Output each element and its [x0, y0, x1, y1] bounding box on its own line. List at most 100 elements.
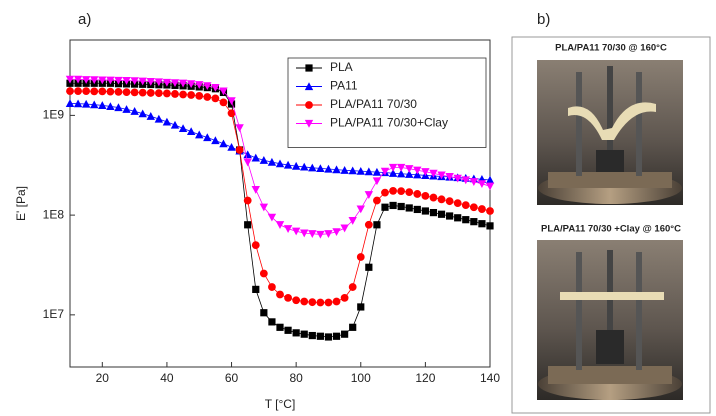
- marker: [65, 99, 75, 107]
- legend-label: PLA: [330, 60, 353, 74]
- marker: [397, 187, 406, 196]
- marker: [454, 214, 462, 222]
- marker: [356, 205, 365, 214]
- legend-box: [287, 57, 487, 148]
- marker: [114, 76, 123, 85]
- marker: [130, 88, 139, 97]
- marker: [477, 180, 487, 189]
- marker: [171, 90, 179, 98]
- marker: [421, 168, 430, 176]
- marker: [195, 91, 204, 100]
- marker: [146, 112, 155, 120]
- marker: [178, 79, 188, 88]
- marker: [284, 293, 292, 302]
- marker: [308, 331, 316, 340]
- marker: [106, 87, 115, 96]
- x-tick-label: 140: [480, 371, 500, 385]
- marker: [203, 82, 212, 90]
- marker: [486, 222, 494, 230]
- marker: [154, 114, 164, 123]
- marker: [469, 203, 478, 212]
- marker: [235, 124, 244, 133]
- marker: [324, 298, 333, 307]
- marker: [300, 162, 309, 171]
- marker: [373, 196, 381, 205]
- marker: [389, 186, 397, 195]
- marker: [453, 199, 462, 207]
- marker: [429, 169, 438, 178]
- marker: [429, 193, 438, 202]
- marker: [478, 205, 486, 213]
- legend: PLA PA11 PLA/PA11 70/30 PLA/PA11 70/30+Clay: [287, 57, 487, 148]
- marker: [437, 171, 446, 180]
- marker: [469, 178, 479, 186]
- marker: [244, 221, 252, 229]
- marker: [485, 175, 495, 184]
- marker: [413, 166, 422, 175]
- marker: [211, 83, 220, 92]
- marker: [316, 230, 325, 239]
- marker: [308, 230, 317, 238]
- marker: [478, 220, 486, 228]
- marker: [413, 170, 422, 179]
- marker: [461, 176, 470, 185]
- marker: [130, 107, 139, 115]
- marker: [122, 105, 131, 113]
- marker: [243, 150, 252, 159]
- marker: [259, 269, 268, 278]
- marker: [170, 120, 180, 129]
- x-tick-label: 40: [160, 371, 174, 385]
- x-tick-label: 60: [225, 371, 239, 385]
- legend-marker: [305, 101, 313, 109]
- photo: [537, 60, 683, 205]
- marker: [90, 87, 99, 96]
- marker: [348, 283, 357, 291]
- photo: [537, 240, 683, 400]
- marker: [122, 88, 131, 97]
- marker: [243, 196, 252, 205]
- marker: [340, 166, 349, 174]
- marker: [186, 127, 196, 136]
- panel-label: b): [537, 11, 550, 28]
- marker: [90, 100, 99, 109]
- marker: [276, 323, 284, 331]
- marker: [372, 177, 382, 186]
- marker: [260, 309, 268, 317]
- marker: [396, 169, 406, 178]
- marker: [332, 165, 341, 174]
- marker: [340, 224, 349, 233]
- marker: [437, 195, 446, 204]
- marker: [235, 146, 244, 154]
- marker: [453, 174, 462, 183]
- marker: [106, 102, 115, 111]
- marker: [340, 293, 349, 302]
- marker: [372, 167, 382, 176]
- legend-marker: [304, 82, 314, 91]
- marker: [292, 296, 301, 305]
- marker: [98, 101, 107, 109]
- marker: [66, 87, 74, 96]
- marker: [356, 166, 365, 175]
- marker: [268, 318, 276, 326]
- marker: [251, 153, 260, 162]
- marker: [445, 173, 454, 181]
- marker: [154, 89, 163, 98]
- marker: [284, 326, 292, 334]
- photo-caption: PLA/PA11 70/30 +Clay @ 160°C: [541, 224, 681, 235]
- marker: [373, 221, 381, 229]
- marker: [219, 87, 228, 96]
- marker: [219, 98, 228, 107]
- marker: [251, 241, 260, 250]
- marker: [413, 190, 422, 198]
- marker: [388, 169, 398, 177]
- marker: [227, 97, 236, 106]
- marker: [388, 163, 398, 172]
- marker: [179, 90, 187, 99]
- marker: [397, 202, 405, 211]
- marker: [300, 229, 309, 238]
- marker: [154, 78, 164, 87]
- marker: [308, 298, 317, 307]
- marker: [364, 220, 373, 229]
- marker: [364, 191, 374, 199]
- marker: [259, 203, 269, 212]
